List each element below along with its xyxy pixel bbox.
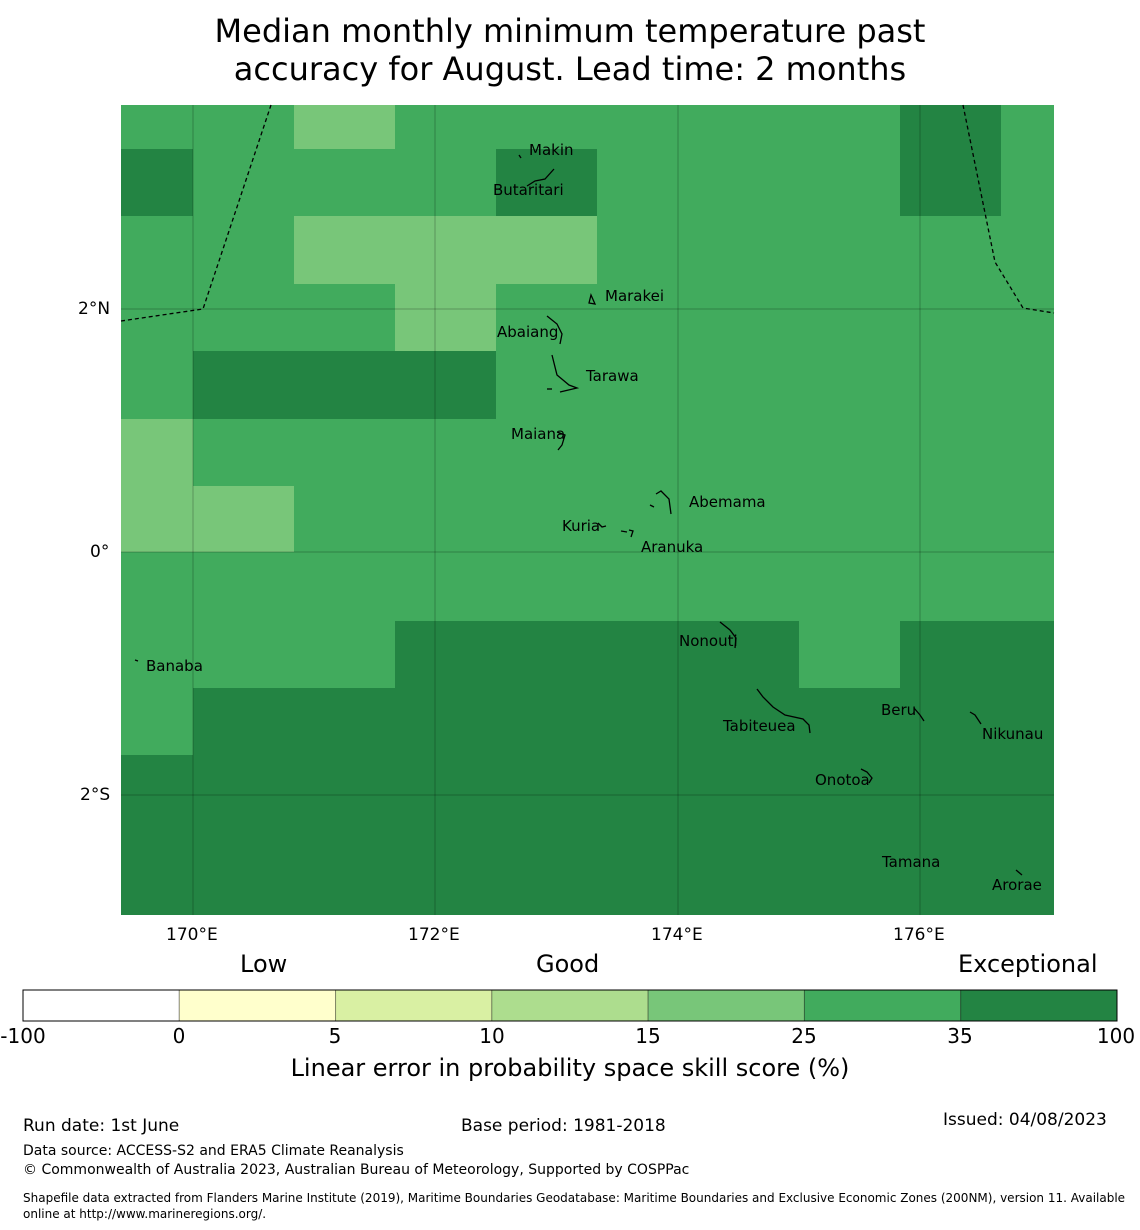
island-outlines [134,154,1023,876]
place-label-maiana: Maiana [511,425,566,443]
colorbar-swatch [803,989,962,1022]
colorbar-tick: -100 [0,1024,46,1048]
data-source: Data source: ACCESS-S2 and ERA5 Climate … [23,1143,404,1159]
shapefile-credit-line-1: Shapefile data extracted from Flanders M… [23,1191,1126,1205]
title-line-1: Median monthly minimum temperature past [214,12,926,50]
colorbar-tick: 5 [328,1024,342,1048]
colorbar-tick: 25 [791,1024,817,1048]
place-label-aranuka: Aranuka [641,538,704,556]
map-cell-light [121,419,193,486]
map-cell-dark [193,688,1054,755]
colorbar-tick: 10 [479,1024,505,1048]
lon-tick-174e: 174°E [651,925,703,945]
map-cell-light [121,486,294,552]
place-label-banaba: Banaba [146,657,203,675]
map-cell-dark [121,149,193,216]
map-cell-dark [496,149,597,216]
legend-category-good: Good [536,950,600,978]
place-label-nonouti: Nonouti [679,632,738,650]
place-label-kuria: Kuria [562,517,601,535]
place-label-abaiang: Abaiang [497,323,559,341]
run-date: Run date: 1st June [23,1116,180,1136]
place-label-butaritari: Butaritari [493,181,564,199]
map-cell-dark [900,621,1054,688]
colorbar-outline [22,989,1118,1022]
shapefile-credit-line-2: online at http://www.marineregions.org/. [23,1207,267,1221]
issued-date: Issued: 04/08/2023 [943,1110,1107,1130]
place-label-nikunau: Nikunau [982,725,1044,743]
map-cell-dark [900,105,1001,216]
lon-tick-172e: 172°E [408,925,460,945]
place-label-arorae: Arorae [992,876,1042,894]
map-cell-dark [121,755,1054,915]
map-cell-light [294,105,395,149]
colorbar-swatch [491,989,649,1022]
colorbar-tick: 0 [172,1024,186,1048]
colorbar-swatches [22,989,1118,1022]
maritime-boundaries [120,104,1055,322]
lat-tick-0: 0° [90,542,110,562]
colorbar-swatch [960,989,1118,1022]
place-label-tarawa: Tarawa [586,367,639,385]
colorbar-swatch [647,989,805,1022]
place-label-beru: Beru [881,701,917,719]
base-period: Base period: 1981-2018 [461,1116,666,1136]
map-cell-dark [193,351,496,419]
lon-tick-176e: 176°E [893,925,945,945]
colorbar-swatch [178,989,337,1022]
place-label-onotoa: Onotoa [815,771,870,789]
map-cell-light [395,284,496,351]
chart-title: Median monthly minimum temperature past … [0,12,1140,88]
place-label-makin: Makin [529,141,574,159]
lat-tick-2n: 2°N [78,299,111,319]
place-label-abemama: Abemama [689,493,766,511]
legend-category-low: Low [240,950,288,978]
copyright: © Commonwealth of Australia 2023, Austra… [23,1162,690,1178]
colorbar-swatch [335,989,493,1022]
map-cell-light [294,216,597,284]
colorbar-tick: 100 [1096,1024,1136,1048]
lon-tick-170e: 170°E [166,925,218,945]
lat-tick-2s: 2°S [80,785,111,805]
colorbar-title: Linear error in probability space skill … [290,1054,850,1082]
colorbar-swatch [22,989,180,1022]
place-label-tabiteuea: Tabiteuea [723,717,796,735]
colorbar-tick: 35 [947,1024,973,1048]
place-label-marakei: Marakei [605,287,665,305]
place-label-tamana: Tamana [882,853,941,871]
gridlines [121,105,1054,915]
title-line-2: accuracy for August. Lead time: 2 months [233,50,907,88]
colorbar-tick: 15 [635,1024,661,1048]
legend-category-exceptional: Exceptional [958,950,1098,978]
